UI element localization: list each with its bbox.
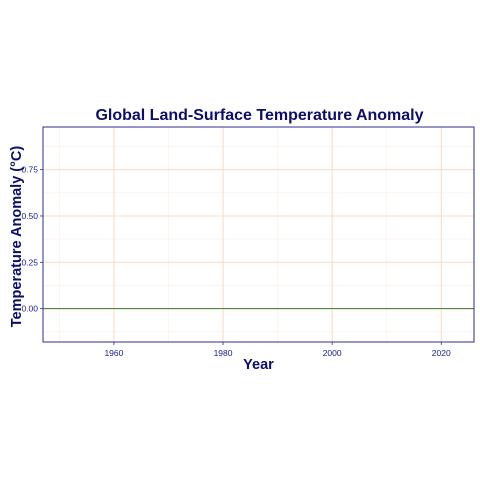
x-axis-ticks: 1960 1980 2000 2020 [104,342,451,358]
y-tick-label: 0.00 [21,304,38,314]
chart-title: Global Land-Surface Temperature Anomaly [95,107,423,124]
x-tick-label: 2020 [432,348,451,358]
y-tick-label: 0.75 [21,165,38,175]
y-axis-title: Temperature Anomaly (°C) [9,146,25,328]
y-tick-label: 0.50 [21,211,38,221]
y-axis-ticks: 0.00 0.25 0.50 0.75 [21,165,43,314]
x-tick-label: 1980 [214,348,233,358]
x-tick-label: 2000 [323,348,342,358]
major-gridlines [43,127,474,342]
minor-gridlines [43,127,474,342]
x-tick-label: 1960 [104,348,123,358]
x-axis-title: Year [243,357,274,373]
y-tick-label: 0.25 [21,257,38,267]
plot-panel-border [42,126,475,343]
